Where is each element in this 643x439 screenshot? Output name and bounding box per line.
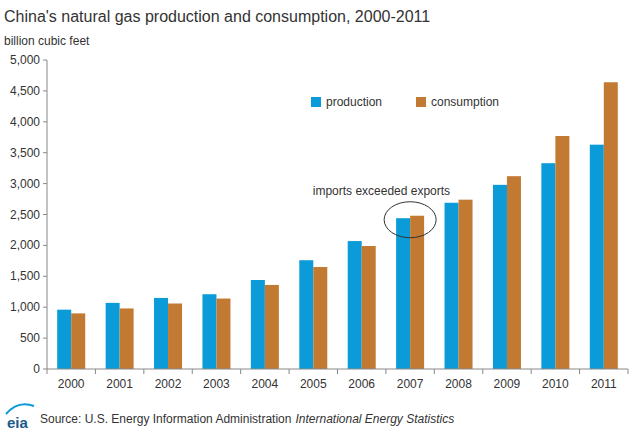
x-tick: [143, 369, 144, 374]
y-tick: [43, 338, 47, 339]
bar: [410, 216, 424, 369]
bar: [396, 218, 410, 369]
legend-swatch: [311, 97, 321, 107]
bar: [202, 294, 216, 369]
y-tick: [43, 90, 47, 91]
y-tick: [43, 276, 47, 277]
x-tick: [337, 369, 338, 374]
source-italic: International Energy Statistics: [295, 412, 454, 426]
bar: [348, 241, 362, 369]
logo-arc: [6, 404, 34, 414]
x-tick: [47, 369, 48, 374]
y-tick: [43, 121, 47, 122]
annotation: imports exceeded exports: [313, 184, 450, 198]
logo: eia: [7, 414, 29, 431]
y-tick-label: 3,000: [10, 177, 40, 191]
y-tick: [43, 369, 47, 370]
x-tick-label: 2004: [252, 377, 279, 391]
source: Source: U.S. Energy Information Administ…: [40, 412, 454, 426]
bar: [555, 136, 569, 369]
y-tick-label: 3,500: [10, 146, 40, 160]
x-tick: [579, 369, 580, 374]
bar: [57, 310, 71, 369]
y-tick-label: 5,000: [10, 53, 40, 67]
y-tick-label: 4,500: [10, 84, 40, 98]
title: China's natural gas production and consu…: [4, 8, 430, 25]
legend-swatch: [416, 97, 426, 107]
x-tick-label: 2005: [300, 377, 327, 391]
bar: [541, 163, 555, 369]
x-tick-label: 2006: [348, 377, 375, 391]
legend-label: consumption: [431, 95, 499, 109]
bar: [154, 298, 168, 369]
x-tick: [482, 369, 483, 374]
y-tick: [43, 60, 47, 61]
y-tick-label: 2,000: [10, 238, 40, 252]
x-tick: [531, 369, 532, 374]
y-tick: [43, 214, 47, 215]
y-tick-label: 500: [20, 331, 40, 345]
bar: [507, 176, 521, 369]
x-tick-label: 2011: [591, 377, 617, 391]
annotation-ellipse: [384, 202, 436, 238]
bar: [71, 313, 85, 369]
source-text: Source: U.S. Energy Information Administ…: [40, 412, 291, 426]
bar: [106, 303, 120, 369]
y-tick-label: 4,000: [10, 115, 40, 129]
x-tick-label: 2002: [155, 377, 182, 391]
x-tick: [289, 369, 290, 374]
y-tick: [43, 245, 47, 246]
y-tick-label: 0: [33, 362, 40, 376]
x-tick-label: 2000: [58, 377, 85, 391]
bar: [313, 267, 327, 369]
bar: [168, 303, 182, 369]
x-tick: [192, 369, 193, 374]
y-tick-label: 2,500: [10, 208, 40, 222]
y-axis: [47, 60, 48, 369]
x-tick-label: 2001: [106, 377, 133, 391]
y-tick: [43, 152, 47, 153]
bar: [459, 200, 473, 369]
bar: [120, 308, 134, 369]
legend-label: production: [326, 95, 382, 109]
chart: China's natural gas production and consu…: [0, 0, 643, 439]
y-axis-label: billion cubic feet: [4, 34, 90, 48]
bar: [299, 260, 313, 369]
y-tick-label: 1,500: [10, 269, 40, 283]
x-tick-label: 2003: [203, 377, 230, 391]
bar: [445, 203, 459, 369]
bar: [362, 246, 376, 369]
bar: [251, 280, 265, 369]
bars: [57, 82, 618, 369]
y-tick: [43, 307, 47, 308]
x-tick-label: 2009: [494, 377, 521, 391]
x-tick-label: 2010: [542, 377, 569, 391]
x-tick: [385, 369, 386, 374]
x-tick: [240, 369, 241, 374]
y-tick: [43, 183, 47, 184]
x-tick: [434, 369, 435, 374]
bar: [216, 299, 230, 369]
x-tick: [628, 369, 629, 374]
bar: [604, 82, 618, 369]
bar: [493, 185, 507, 369]
x-tick-label: 2007: [397, 377, 424, 391]
x-tick-label: 2008: [445, 377, 472, 391]
y-tick-label: 1,000: [10, 300, 40, 314]
bar: [590, 145, 604, 369]
bar: [265, 285, 279, 369]
x-tick: [95, 369, 96, 374]
